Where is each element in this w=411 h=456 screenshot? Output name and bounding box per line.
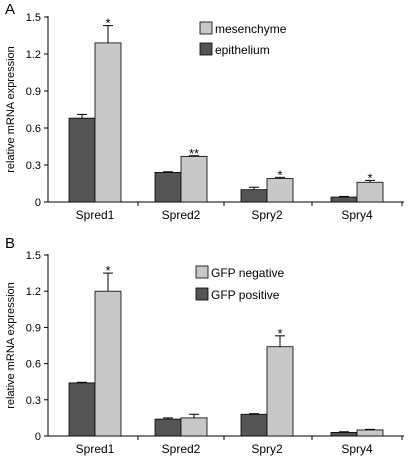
significance-mark: * — [277, 167, 282, 182]
legend-label: GFP negative — [211, 266, 284, 280]
bar-spry2-gfp-negative — [266, 346, 294, 437]
significance-mark: * — [105, 16, 110, 31]
bar-spred1-gfp-positive — [68, 382, 96, 437]
bar-spred1-mesenchyme — [94, 42, 122, 203]
panel-label: B — [5, 235, 15, 252]
y-tick-label: 1.5 — [26, 12, 41, 24]
legend-swatch — [195, 265, 209, 279]
legend-label: epithelium — [215, 43, 270, 57]
x-tick-label: Spry4 — [341, 208, 373, 222]
legend-label: mesenchyme — [215, 22, 287, 36]
bar-spred2-mesenchyme — [180, 155, 208, 203]
legend-label: GFP positive — [211, 288, 280, 302]
significance-mark: ** — [189, 146, 199, 161]
y-tick-label: 0 — [35, 197, 41, 209]
bar-spred1-epithelium — [68, 117, 96, 203]
legend-swatch — [199, 21, 213, 35]
bar-spry4-gfp-negative — [356, 429, 384, 437]
y-axis-label: relative mRNA expression — [5, 46, 17, 173]
y-tick-label: 0.3 — [26, 395, 41, 407]
bar-spred2-epithelium — [154, 171, 182, 203]
panel-label: A — [5, 1, 15, 18]
bar-spred1-gfp-negative — [94, 290, 122, 437]
bar-spry2-gfp-positive — [240, 413, 268, 437]
x-tick-label: Spry4 — [341, 442, 373, 456]
y-tick-label: 0.3 — [26, 160, 41, 172]
significance-mark: * — [367, 170, 372, 185]
bar-spry4-gfp-positive — [330, 431, 358, 437]
y-tick-label: 1.2 — [26, 49, 41, 61]
y-tick-label: 0.9 — [26, 322, 41, 334]
y-tick-label: 1.2 — [26, 286, 41, 298]
y-tick-label: 0 — [35, 431, 41, 443]
x-tick-label: Spred2 — [162, 442, 201, 456]
legend-swatch — [199, 42, 213, 56]
bar-spry2-epithelium — [240, 189, 268, 203]
y-tick-label: 0.6 — [26, 123, 41, 135]
x-tick-label: Spred1 — [76, 442, 115, 456]
bar-spred2-gfp-negative — [180, 417, 208, 437]
y-axis-label: relative mRNA expression — [5, 282, 17, 409]
bar-spry4-epithelium — [330, 196, 358, 203]
y-tick-label: 0.6 — [26, 359, 41, 371]
y-tick-label: 0.9 — [26, 86, 41, 98]
x-tick-label: Spred1 — [76, 208, 115, 222]
legend-swatch — [195, 287, 209, 301]
significance-mark: * — [105, 263, 110, 278]
y-tick-label: 1.5 — [26, 250, 41, 262]
x-tick-label: Spred2 — [162, 208, 201, 222]
bar-spred2-gfp-positive — [154, 418, 182, 437]
x-tick-label: Spry2 — [251, 208, 283, 222]
x-tick-label: Spry2 — [251, 442, 283, 456]
significance-mark: * — [277, 326, 282, 341]
